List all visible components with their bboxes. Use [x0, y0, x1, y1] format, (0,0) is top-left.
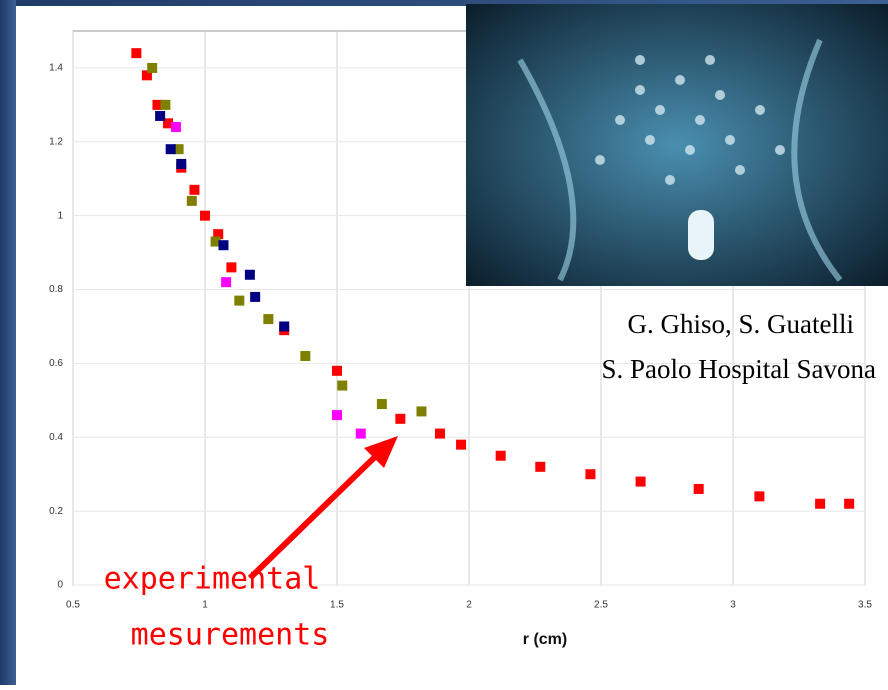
credit: G. Ghiso, S. Guatelli	[628, 309, 855, 339]
x-tick-label: 1	[202, 600, 208, 611]
point	[263, 314, 274, 325]
point	[815, 498, 826, 509]
y-tick-label: 0.2	[49, 506, 63, 517]
point	[279, 321, 290, 332]
point	[300, 351, 311, 362]
point	[160, 99, 171, 110]
y-tick-label: 0	[57, 580, 63, 591]
point	[186, 195, 197, 206]
point	[495, 450, 506, 461]
credit: S. Paolo Hospital Savona	[602, 354, 877, 384]
point	[376, 399, 387, 410]
point	[163, 118, 174, 129]
point	[213, 229, 224, 240]
y-tick-label: 1	[57, 210, 63, 221]
x-tick-label: 3.5	[858, 600, 872, 611]
point	[456, 439, 467, 450]
left-band	[0, 0, 16, 685]
point	[844, 498, 855, 509]
x-tick-label: 3	[730, 600, 736, 611]
x-axis-label: r (cm)	[523, 631, 567, 648]
point	[176, 158, 187, 169]
point	[155, 110, 166, 121]
point	[434, 428, 445, 439]
x-tick-label: 0.5	[66, 600, 80, 611]
point	[221, 277, 232, 288]
point	[147, 62, 158, 73]
point	[200, 210, 210, 221]
y-tick-label: 0.6	[49, 358, 63, 369]
annotation: mesurements	[131, 618, 330, 653]
point	[635, 476, 646, 487]
point	[754, 491, 765, 502]
point	[416, 406, 427, 417]
point	[152, 99, 163, 110]
point	[189, 184, 200, 195]
y-tick-label: 1.2	[49, 136, 63, 147]
point	[173, 144, 184, 155]
point	[131, 48, 142, 59]
y-tick-label: 0.8	[49, 284, 63, 295]
point	[141, 70, 152, 81]
y-tick-label: 0.4	[49, 432, 63, 443]
point	[585, 469, 596, 480]
x-tick-label: 1.5	[330, 600, 344, 611]
point	[218, 240, 229, 251]
point	[332, 410, 342, 421]
xray-photo	[466, 4, 888, 286]
x-tick-label: 2.5	[594, 600, 608, 611]
annotation: experimental	[104, 562, 321, 597]
point	[170, 122, 181, 133]
point	[250, 291, 261, 302]
point	[395, 413, 406, 424]
point	[355, 428, 366, 439]
point	[337, 380, 348, 391]
point	[165, 144, 176, 155]
point	[332, 365, 342, 376]
y-tick-label: 1.4	[49, 63, 63, 74]
point	[226, 262, 237, 273]
point	[210, 236, 221, 247]
point	[234, 295, 245, 306]
point	[693, 483, 704, 494]
x-tick-label: 2	[466, 600, 472, 611]
point	[535, 461, 546, 472]
point	[244, 269, 255, 280]
arrow	[247, 436, 398, 581]
top-band	[0, 0, 888, 6]
